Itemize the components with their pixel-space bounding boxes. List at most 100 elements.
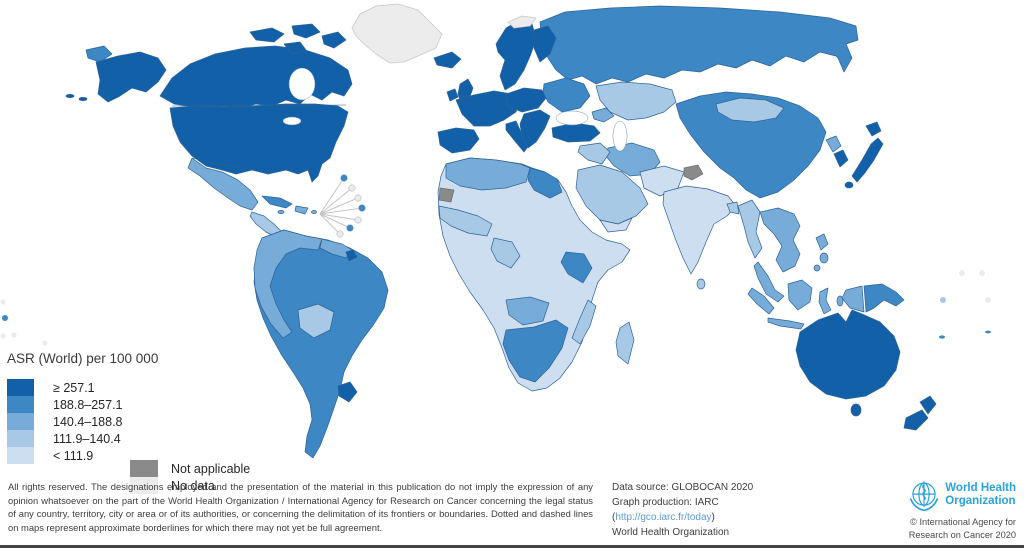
pacific-island (959, 270, 965, 276)
legend-title: ASR (World) per 100 000 (7, 351, 159, 366)
legend-class-row: ≥ 257.1 (7, 379, 337, 396)
region-yemen (599, 217, 633, 233)
footer: All rights reserved. The designations em… (0, 474, 1024, 545)
pacific-island (11, 332, 17, 338)
region-france-central-europe (455, 90, 521, 127)
region-french-guiana (345, 249, 358, 262)
region-japan-kyushu (844, 181, 854, 189)
source-block: Data source: GLOBOCAN 2020 Graph product… (612, 480, 753, 540)
legend-swatch (7, 396, 34, 413)
region-southern-africa (502, 319, 569, 383)
graph-production-line: Graph production: IARC (612, 497, 719, 508)
legend-special: Not applicable No data (130, 460, 250, 494)
source-url-line: (http://gco.iarc.fr/today) (612, 510, 753, 525)
pacific-island (985, 297, 991, 303)
paren-open: ( (612, 512, 616, 523)
region-japan-honshu (851, 137, 884, 183)
pacific-island (940, 297, 946, 303)
region-mozambique (571, 299, 597, 345)
legend-class-label: < 111.9 (53, 448, 94, 463)
region-nz-north (919, 395, 937, 415)
region-maghreb (445, 157, 531, 191)
caribbean-island-dot (358, 204, 366, 212)
caribbean-leader-lines (319, 177, 363, 235)
region-java (767, 317, 805, 330)
caribbean-island-dot (354, 216, 362, 224)
region-canadian-arctic (291, 23, 321, 39)
region-western-sahara (438, 187, 455, 203)
region-east-africa (560, 251, 593, 284)
organization-line: World Health Organization (612, 527, 730, 538)
region-iraq-syria (577, 142, 611, 165)
country-borders (171, 104, 347, 171)
world-map (0, 3, 991, 459)
region-fiji (939, 335, 945, 339)
bottom-divider (0, 545, 1024, 548)
region-italy (505, 120, 530, 153)
pacific-island (2, 315, 8, 321)
legend-class-row: < 111.9 (7, 447, 337, 464)
region-south-america (253, 229, 389, 459)
who-logo-icon (909, 481, 939, 512)
region-canadian-arctic (321, 31, 347, 49)
choropleth-svg (0, 3, 991, 459)
region-nz-south (903, 409, 929, 431)
region-philippines (815, 233, 829, 251)
region-iceland (433, 51, 462, 69)
great-lakes (282, 116, 302, 126)
caspian-sea (612, 120, 628, 152)
region-north-korea (825, 135, 842, 153)
who-logo-row: World Health Organization (866, 478, 1016, 512)
region-myanmar (737, 199, 763, 259)
region-svalbard (507, 15, 537, 29)
caribbean-island-dot (336, 230, 344, 238)
region-hispaniola (294, 205, 309, 215)
region-madagascar (615, 321, 635, 365)
legend-class-row: 111.9–140.4 (7, 430, 337, 447)
region-cuba (261, 195, 293, 209)
region-indochina (759, 207, 801, 273)
region-canadian-arctic (283, 41, 307, 55)
legend-class-row: Not applicable (130, 460, 250, 477)
caribbean-island-dot (340, 174, 348, 182)
region-arabia (575, 164, 649, 225)
region-china (675, 91, 827, 199)
region-mongolia (715, 97, 785, 123)
region-sulawesi (818, 287, 832, 315)
region-russia (539, 5, 859, 85)
legend-swatch (7, 379, 34, 396)
region-finland (533, 25, 557, 63)
legend-class-row: 140.4–188.8 (7, 413, 337, 430)
legend-class-label: 140.4–188.8 (53, 414, 123, 429)
region-bolivia (297, 303, 335, 339)
legend: ASR (World) per 100 000 ≥ 257.1 188.8–25… (7, 351, 337, 494)
gco-link[interactable]: http://gco.iarc.fr/today (615, 512, 712, 523)
region-angola-zambia (505, 296, 550, 326)
region-chukotka (85, 45, 113, 63)
caribbean-island-dot (346, 224, 354, 232)
region-baltic-poland (505, 87, 547, 113)
who-attribution: World Health Organization © Internationa… (866, 478, 1016, 542)
legend-swatch (130, 477, 158, 494)
iarc-copyright: © International Agency for Research on C… (908, 517, 1016, 540)
region-alaska (95, 51, 167, 103)
region-philippines (813, 264, 821, 272)
region-canadian-arctic (249, 27, 285, 43)
legend-class-label: Not applicable (171, 461, 251, 476)
region-balkans (519, 109, 551, 149)
who-logo-text: World Health Organization (945, 482, 1016, 507)
region-japan-hokkaido (865, 121, 882, 137)
region-india (662, 185, 737, 275)
region-ireland (446, 88, 459, 102)
paren-close: ) (711, 512, 715, 523)
region-malay-peninsula (753, 261, 785, 303)
hudson-bay (288, 67, 316, 101)
region-uruguay (337, 381, 358, 403)
legend-swatch (7, 447, 34, 464)
region-tasmania (850, 403, 862, 417)
legend-class-row: 188.8–257.1 (7, 396, 337, 413)
region-aleutians (78, 97, 88, 101)
region-bangladesh (726, 201, 740, 215)
caribbean-island-dot (348, 184, 356, 192)
region-mexico (187, 157, 259, 211)
